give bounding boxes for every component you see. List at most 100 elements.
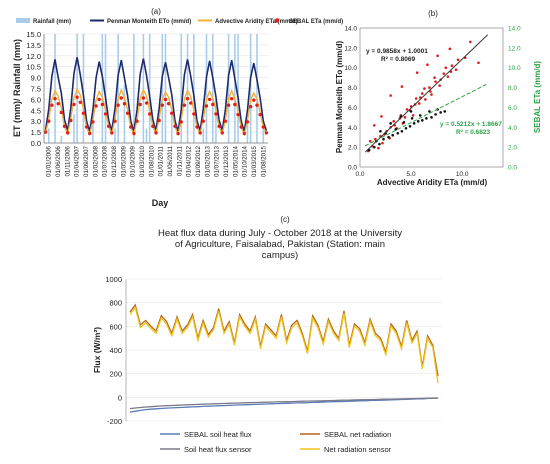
x-tick-a: 01/09/2012 — [195, 145, 202, 177]
rainfall-bar — [234, 34, 236, 143]
scatter-point-sebal — [408, 124, 412, 128]
y-tick-b: 14.0 — [344, 26, 357, 33]
x-tick-a: 01/02/2008 — [92, 145, 99, 177]
sebal-point — [110, 131, 114, 135]
x-tick-b: 0.0 — [355, 171, 364, 178]
scatter-point-sebal — [389, 122, 392, 125]
flux-line — [129, 305, 439, 384]
sebal-point — [201, 119, 206, 123]
scatter-point-penman — [417, 102, 421, 105]
y-tick-a: 9.0 — [31, 74, 41, 83]
rainfall-bar — [148, 34, 151, 143]
scatter-point-penman — [381, 141, 384, 145]
y-tick-b: 2.0 — [348, 145, 357, 152]
sebal-point — [245, 120, 250, 124]
scatter-point-penman — [428, 86, 431, 89]
sebal-point — [248, 104, 253, 109]
flux-line — [129, 397, 439, 410]
y-tick-a: 10.5 — [26, 63, 41, 72]
chart-title-c: campus) — [262, 250, 298, 261]
sebal-point — [173, 124, 177, 128]
y-tick-a: 4.5 — [31, 106, 41, 115]
x-tick-a: 01/01/2006 — [46, 145, 53, 177]
x-tick-a: 01/04/2007 — [74, 145, 81, 177]
panel-b-label: (b) — [428, 9, 438, 18]
sebal-point — [144, 101, 149, 105]
chart-title-c: Heat flux data during July - October 201… — [158, 228, 402, 239]
rainfall-bar — [262, 128, 265, 143]
sebal-point — [255, 103, 259, 107]
scatter-point-sebal — [394, 127, 398, 131]
flux-line — [129, 303, 439, 377]
y2-tick-b: 12.0 — [508, 45, 521, 52]
rainfall-bar — [249, 34, 252, 143]
sebal-point — [226, 103, 231, 107]
sebal-point — [223, 119, 228, 123]
sebal-point — [207, 97, 212, 102]
trendline-penman — [364, 34, 489, 153]
sebal-point — [119, 96, 123, 100]
y2-tick-b: 14.0 — [508, 26, 521, 33]
scatter-point-penman — [400, 85, 404, 88]
scatter-point-sebal — [412, 122, 416, 125]
legend-label-c: Net radiation sensor — [324, 445, 392, 454]
sebal-point — [113, 119, 117, 123]
sebal-point — [261, 125, 265, 129]
sebal-point — [157, 118, 161, 123]
scatter-point-sebal — [416, 120, 420, 123]
x-tick-a: 01/09/2007 — [83, 145, 90, 177]
x-tick-a: 01/08/2015 — [260, 145, 267, 177]
y-axis-label-a: ET (mm)/ Rainfall (mm) — [12, 39, 22, 137]
sebal-point — [129, 125, 133, 129]
rainfall-bar — [123, 84, 126, 143]
scatter-point-sebal — [400, 129, 404, 133]
y-axis-label-b: Penman Monteith ETo (mm/d) — [335, 41, 344, 154]
scatter-point-sebal — [434, 113, 437, 116]
y2-tick-b: 4.0 — [508, 125, 517, 132]
y-tick-c: 0 — [118, 393, 122, 402]
scatter-point-penman — [373, 124, 376, 127]
rainfall-bar — [237, 34, 239, 143]
rainfall-bar — [104, 34, 107, 143]
scatter-point-sebal — [410, 117, 414, 120]
y-tick-b: 6.0 — [348, 105, 357, 112]
sebal-point — [198, 131, 202, 135]
x-tick-a: 01/03/2015 — [251, 145, 258, 177]
sebal-point — [211, 102, 215, 107]
sebal-point — [217, 124, 221, 128]
x-tick-a: 01/12/2013 — [223, 145, 230, 177]
x-tick-a: 01/01/2011 — [158, 145, 165, 176]
y-tick-b: 10.0 — [344, 65, 357, 72]
legend-label: Rainfall (mm) — [33, 19, 71, 25]
scatter-point-penman — [438, 84, 441, 87]
y-tick-c: -200 — [107, 417, 122, 426]
scatter-point-penman — [380, 115, 383, 118]
x-tick-a: 01/04/2012 — [186, 145, 193, 177]
scatter-point-sebal — [409, 110, 413, 113]
y-tick-c: 800 — [109, 299, 122, 308]
scatter-point-penman — [423, 87, 426, 90]
sebal-point — [53, 96, 57, 101]
y-tick-b: 12.0 — [344, 45, 357, 52]
sebal-point — [43, 130, 48, 134]
scatter-point-sebal — [379, 129, 382, 133]
scatter-point-sebal — [421, 119, 424, 122]
rainfall-bar — [161, 34, 164, 143]
sebal-point — [182, 103, 187, 107]
x-tick-b: 10.0 — [456, 171, 469, 178]
legend-label: Penman Monteith ETo (mm/d) — [107, 19, 191, 25]
legend-swatch-rainfall — [16, 18, 30, 23]
scatter-point-penman — [446, 75, 450, 78]
scatter-point-penman — [415, 71, 419, 74]
sebal-point — [214, 112, 218, 116]
sebal-point — [170, 111, 174, 115]
legend-swatch-sebal — [274, 18, 280, 23]
scatter-point-penman — [421, 92, 424, 95]
scatter-point-sebal — [443, 110, 447, 113]
sebal-point — [125, 111, 130, 115]
sebal-point — [94, 104, 98, 108]
rainfall-bar — [47, 128, 50, 143]
x-tick-a: 01/07/2013 — [214, 145, 221, 177]
sebal-point — [166, 102, 171, 106]
